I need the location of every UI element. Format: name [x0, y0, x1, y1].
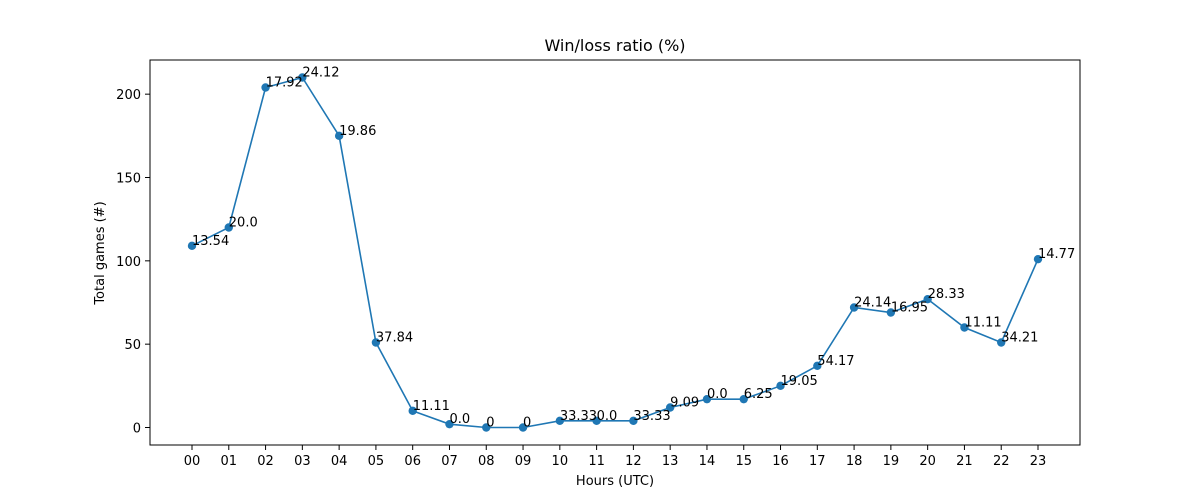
data-point: [334, 131, 344, 141]
series-line: [191, 76, 1039, 429]
series: [187, 73, 1043, 432]
data-label: 28.33: [928, 287, 965, 302]
x-tick-label: 06: [404, 454, 421, 469]
data-label: 13.54: [192, 234, 229, 249]
data-label: 37.84: [376, 331, 413, 346]
data-label: 19.05: [781, 374, 818, 389]
x-tick-label: 18: [846, 454, 863, 469]
data-label: 6.25: [744, 387, 773, 402]
x-tick-label: 16: [772, 454, 789, 469]
data-label: 33.33: [560, 409, 597, 424]
data-label: 0.0: [597, 409, 618, 424]
data-label: 11.11: [413, 399, 450, 414]
x-tick-label: 05: [368, 454, 385, 469]
data-point: [592, 416, 601, 426]
y-tick-label: 200: [116, 88, 141, 103]
ticks: 00 01 02 03 04 05 06 07 08 09 10 11 12 13 14 15 16 17 18 19…: [116, 88, 1046, 469]
x-tick-label: 01: [221, 454, 238, 469]
x-tick-label: 17: [809, 454, 826, 469]
data-label: 24.12: [302, 66, 339, 81]
data-point: [298, 73, 307, 82]
data-point: [445, 419, 454, 429]
x-tick-label: 09: [515, 454, 532, 469]
x-tick-label: 15: [735, 454, 752, 469]
x-tick-label: 04: [331, 454, 348, 469]
x-tick-label: 12: [625, 454, 642, 469]
x-tick-label: 08: [478, 454, 495, 469]
data-label: 0.0: [449, 412, 470, 427]
data-point: [813, 361, 822, 371]
x-axis-label: Hours (UTC): [576, 474, 654, 489]
data-point: [776, 381, 785, 391]
data-label: 16.95: [891, 301, 928, 316]
y-tick-label: 100: [116, 255, 141, 270]
x-tick-label: 19: [883, 454, 900, 469]
data-point: [224, 223, 233, 232]
data-point: [629, 416, 638, 426]
data-point: [702, 394, 712, 404]
x-tick-label: 11: [588, 454, 605, 469]
x-tick-label: 13: [662, 454, 679, 469]
y-tick-label: 50: [124, 338, 141, 353]
data-label: 9.09: [670, 396, 699, 411]
x-tick-label: 03: [294, 454, 311, 469]
data-label: 24.14: [854, 296, 891, 311]
data-label: 20.0: [229, 216, 258, 231]
y-axis-label: Total games (#): [93, 201, 108, 305]
y-tick-label: 0: [133, 422, 141, 437]
y-tick-label: 150: [116, 172, 141, 187]
x-tick-label: 23: [1030, 454, 1047, 469]
data-point: [187, 241, 197, 251]
x-tick-label: 07: [441, 454, 458, 469]
data-point: [518, 423, 528, 432]
data-point: [886, 308, 896, 317]
data-point: [371, 338, 381, 347]
data-point: [1033, 254, 1043, 264]
data-point: [997, 338, 1006, 347]
data-label: 11.11: [964, 316, 1001, 331]
data-point: [408, 406, 417, 416]
axes: [149, 59, 1081, 446]
plot-frame: [149, 59, 1081, 446]
data-label: 14.77: [1038, 247, 1075, 262]
data-label: 0.0: [707, 387, 728, 402]
data-point: [739, 394, 748, 404]
x-tick-label: 02: [257, 454, 274, 469]
data-point: [555, 416, 565, 426]
x-tick-label: 21: [956, 454, 973, 469]
data-label: 34.21: [1001, 331, 1038, 346]
chart-title: Win/loss ratio (%): [544, 36, 685, 55]
x-tick-label: 00: [184, 454, 201, 469]
data-label: 17.92: [266, 76, 303, 91]
x-tick-label: 14: [699, 454, 716, 469]
data-label: 33.33: [633, 409, 670, 424]
x-tick-label: 10: [552, 454, 569, 469]
data-label: 0: [523, 416, 531, 431]
data-label: 54.17: [817, 354, 854, 369]
data-label: 19.86: [339, 124, 376, 139]
data-point: [665, 403, 675, 412]
x-tick-label: 22: [993, 454, 1010, 469]
data-point: [261, 83, 270, 92]
data-point: [960, 323, 969, 332]
x-tick-label: 20: [919, 454, 936, 469]
data-point: [849, 303, 859, 312]
data-label: 0: [486, 416, 494, 431]
data-point: [923, 294, 932, 304]
data-point: [482, 423, 491, 432]
